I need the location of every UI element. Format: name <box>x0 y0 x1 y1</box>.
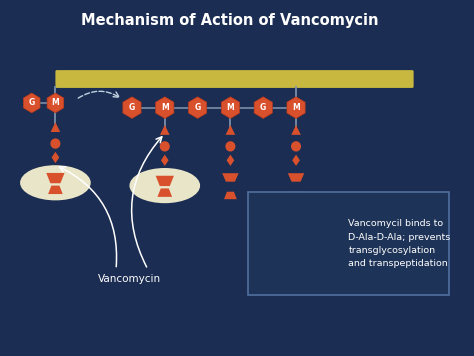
Polygon shape <box>288 173 304 182</box>
Polygon shape <box>46 173 64 183</box>
Polygon shape <box>47 93 64 113</box>
Polygon shape <box>155 97 174 119</box>
Polygon shape <box>224 192 237 199</box>
Polygon shape <box>290 192 302 199</box>
Polygon shape <box>291 125 301 135</box>
Text: G: G <box>129 103 135 112</box>
Polygon shape <box>48 185 63 194</box>
FancyBboxPatch shape <box>248 192 449 295</box>
Polygon shape <box>155 176 174 186</box>
Polygon shape <box>23 93 40 113</box>
Polygon shape <box>222 173 238 182</box>
Text: Vancomycin: Vancomycin <box>98 274 161 284</box>
Polygon shape <box>189 97 207 119</box>
Polygon shape <box>157 188 172 197</box>
Polygon shape <box>287 97 305 119</box>
Circle shape <box>160 141 170 152</box>
Polygon shape <box>160 125 170 135</box>
Polygon shape <box>51 122 60 132</box>
Circle shape <box>50 138 60 149</box>
Text: Vancomycil binds to
D-Ala-D-Ala; prevents
transglycosylation
and transpeptidatio: Vancomycil binds to D-Ala-D-Ala; prevent… <box>348 219 451 268</box>
Text: Mechanism of Action of Vancomycin: Mechanism of Action of Vancomycin <box>81 13 379 28</box>
Text: G: G <box>194 103 201 112</box>
Text: M: M <box>52 99 59 108</box>
Polygon shape <box>123 97 141 119</box>
Ellipse shape <box>20 165 91 200</box>
Polygon shape <box>221 97 239 119</box>
Polygon shape <box>254 97 272 119</box>
Polygon shape <box>161 155 169 166</box>
Polygon shape <box>52 152 59 163</box>
Circle shape <box>291 141 301 152</box>
Text: M: M <box>227 103 234 112</box>
Text: M: M <box>292 103 300 112</box>
Ellipse shape <box>129 168 200 203</box>
Polygon shape <box>226 125 235 135</box>
Polygon shape <box>292 155 300 166</box>
Text: G: G <box>260 103 266 112</box>
FancyBboxPatch shape <box>55 70 414 88</box>
Text: G: G <box>28 99 35 108</box>
Circle shape <box>226 141 236 152</box>
Text: M: M <box>161 103 169 112</box>
Polygon shape <box>227 155 234 166</box>
